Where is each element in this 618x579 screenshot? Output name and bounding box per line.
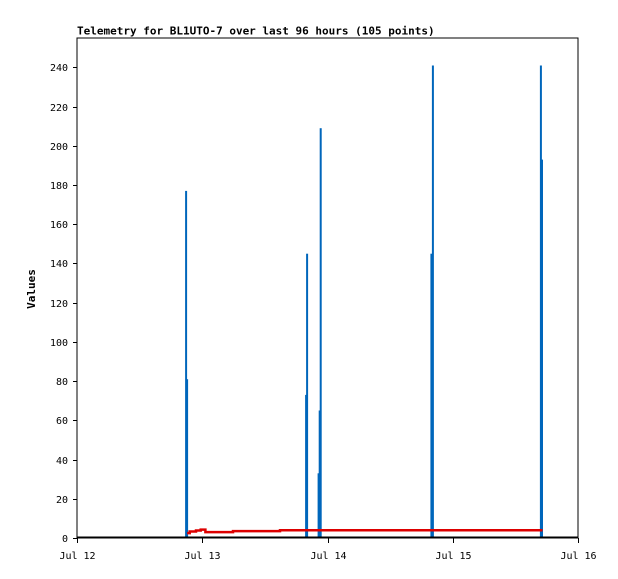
y-tick-label: 180 (50, 181, 68, 192)
x-tick-label: Jul 13 (184, 551, 220, 562)
chart-title: Telemetry for BL1UTO-7 over last 96 hour… (77, 25, 435, 38)
series-layer (77, 65, 578, 539)
x-tick-label: Jul 16 (560, 551, 596, 562)
y-tick-label: 160 (50, 220, 68, 231)
y-tick-label: 220 (50, 103, 68, 114)
y-tick-label: 100 (50, 338, 68, 349)
spike-bar (306, 253, 309, 538)
y-axis-ticks: 0 20 40 60 80 100 120 140 160 180 200 220 240 (50, 63, 77, 545)
x-tick-label: Jul 14 (310, 551, 346, 562)
y-tick-label: 40 (56, 456, 68, 467)
x-tick-label: Jul 12 (59, 551, 95, 562)
x-tick-label: Jul 15 (435, 551, 471, 562)
y-tick-label: 0 (62, 534, 68, 545)
y-tick-label: 200 (50, 142, 68, 153)
spike-bar (317, 473, 320, 538)
y-tick-label: 140 (50, 259, 68, 270)
y-axis-label: Values (25, 269, 38, 309)
spike-bar (430, 253, 433, 538)
spike-bar (319, 128, 322, 538)
y-tick-label: 20 (56, 495, 68, 506)
plot-area: 0 20 40 60 80 100 120 140 160 180 200 220 240 Jul 12… (50, 37, 597, 562)
y-tick-label: 120 (50, 299, 68, 310)
step-line-series (187, 528, 543, 535)
plot-frame (76, 37, 579, 539)
y-tick-label: 60 (56, 416, 68, 427)
spike-bar (185, 190, 188, 538)
spike-bar (431, 65, 434, 538)
spike-bar (541, 159, 543, 538)
x-axis-ticks: Jul 12 Jul 13 Jul 14 Jul 15 Jul 16 (59, 538, 597, 562)
y-tick-label: 80 (56, 377, 68, 388)
y-tick-label: 240 (50, 63, 68, 74)
spike-bar (186, 379, 189, 538)
spike-bar (539, 65, 542, 538)
